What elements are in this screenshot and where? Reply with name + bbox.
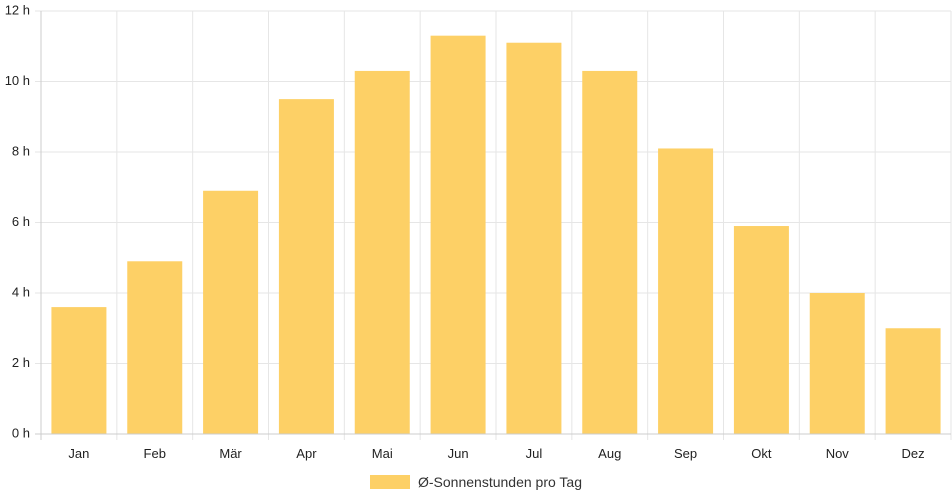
bar-apr[interactable] <box>278 99 334 434</box>
x-tick-label: Jul <box>526 446 543 461</box>
y-tick-label: 12 h <box>5 2 30 17</box>
grid-lines <box>35 10 952 440</box>
x-tick-label: Sep <box>674 446 697 461</box>
x-tick-label: Feb <box>144 446 166 461</box>
x-tick-label: Dez <box>902 446 925 461</box>
bar-aug[interactable] <box>582 70 638 435</box>
bar-feb[interactable] <box>127 261 183 434</box>
x-tick-label: Aug <box>598 446 621 461</box>
x-tick-label: Nov <box>826 446 850 461</box>
y-tick-label: 2 h <box>12 355 30 370</box>
legend-swatch[interactable] <box>370 475 410 489</box>
bar-dez[interactable] <box>885 328 941 434</box>
bar-nov[interactable] <box>809 293 865 434</box>
legend-label[interactable]: Ø-Sonnenstunden pro Tag <box>418 474 582 490</box>
x-tick-label: Jan <box>68 446 89 461</box>
bar-sep[interactable] <box>658 148 714 434</box>
y-tick-label: 8 h <box>12 143 30 158</box>
bar-okt[interactable] <box>733 226 789 434</box>
bar-jan[interactable] <box>51 307 107 434</box>
y-tick-label: 4 h <box>12 284 30 299</box>
x-tick-label: Okt <box>751 446 772 461</box>
x-tick-label: Mai <box>372 446 393 461</box>
bars <box>51 35 941 435</box>
x-tick-label: Mär <box>219 446 242 461</box>
bar-mai[interactable] <box>354 70 410 435</box>
axes <box>35 11 951 440</box>
bar-jun[interactable] <box>430 35 486 435</box>
x-axis-ticks: Jan Feb Mär Apr Mai Jun Jul Aug Sep Okt Nov Dez <box>68 446 924 461</box>
x-tick-label: Apr <box>296 446 317 461</box>
y-tick-label: 6 h <box>12 214 30 229</box>
y-tick-label: 0 h <box>12 425 30 440</box>
y-axis-ticks: 0 h 2 h 4 h 6 h 8 h 10 h 12 h <box>5 2 30 440</box>
y-tick-label: 10 h <box>5 73 30 88</box>
bar-jul[interactable] <box>506 42 562 434</box>
legend[interactable]: Ø-Sonnenstunden pro Tag <box>370 474 582 490</box>
bar-mär[interactable] <box>203 190 259 434</box>
x-tick-label: Jun <box>448 446 469 461</box>
